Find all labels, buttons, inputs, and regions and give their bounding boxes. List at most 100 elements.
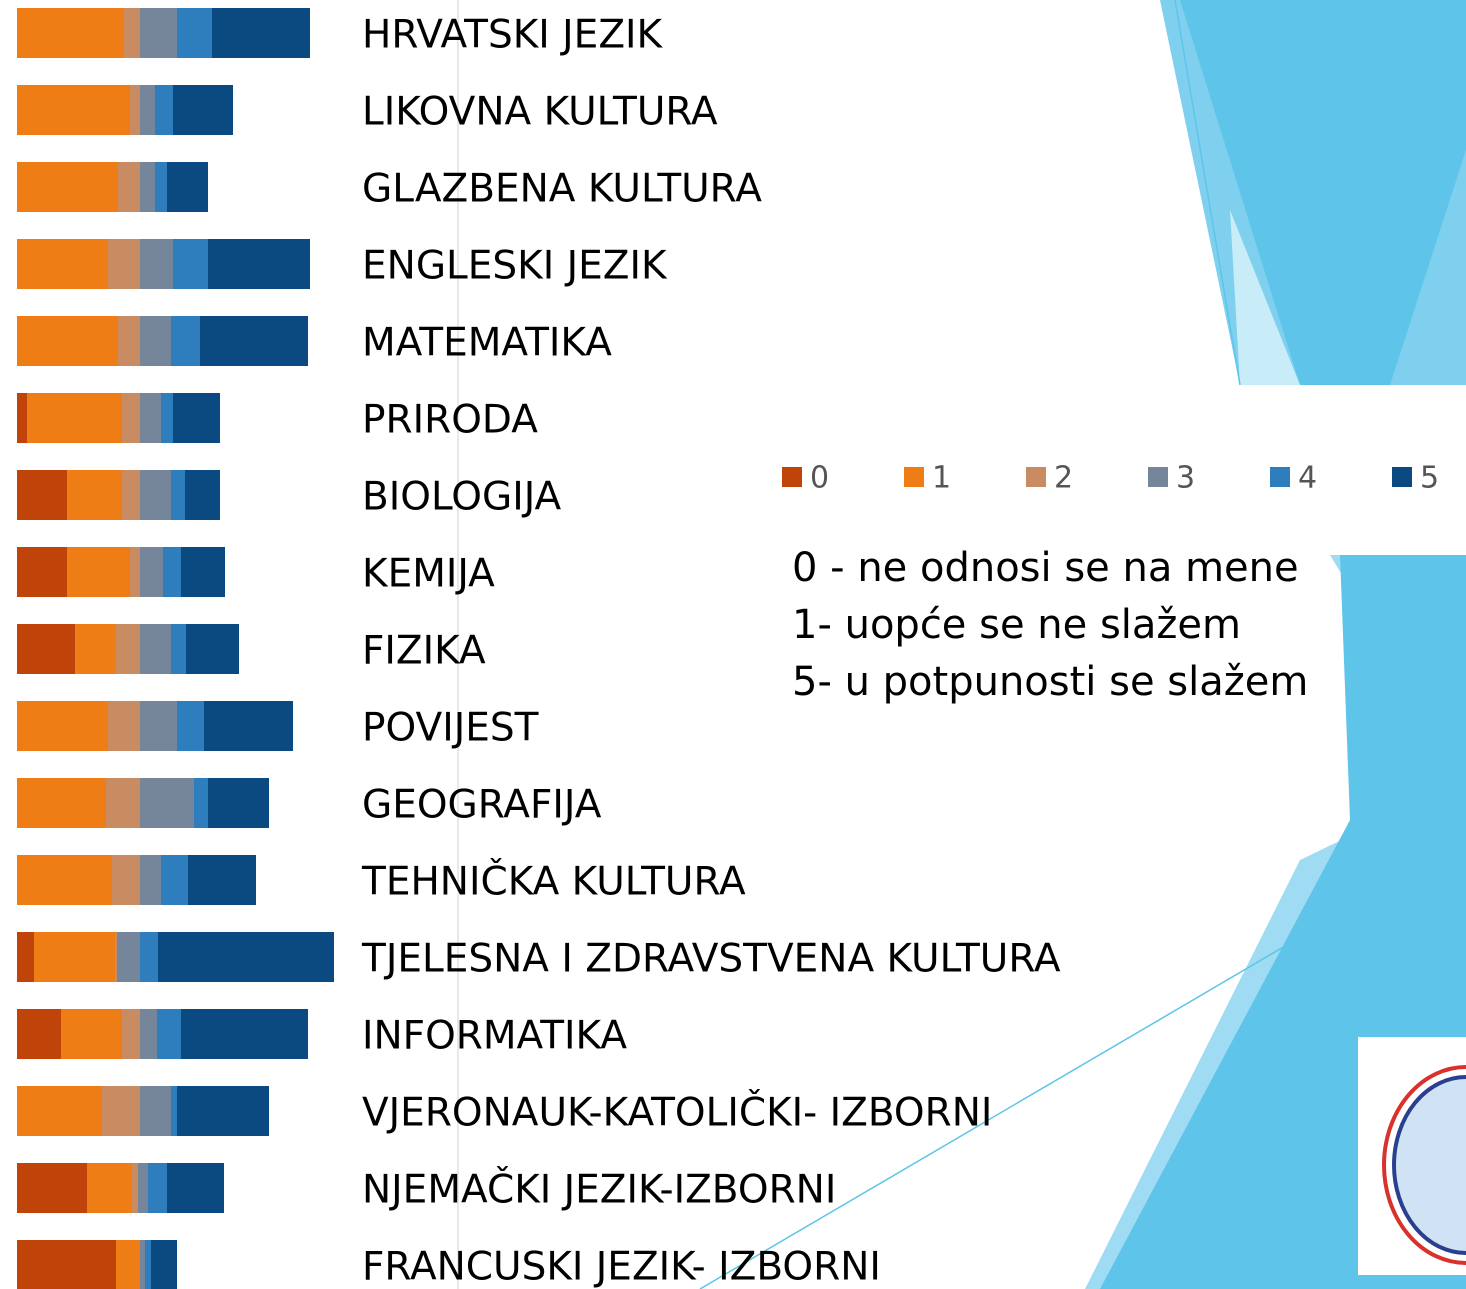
bar-segment bbox=[177, 8, 212, 58]
bar-segment bbox=[27, 393, 122, 443]
bar-segment bbox=[115, 932, 117, 982]
category-label: LIKOVNA KULTURA bbox=[362, 90, 718, 135]
note: 5- u potpunosti se slažem bbox=[792, 659, 1308, 705]
bar-segment bbox=[140, 624, 171, 674]
bar-segment bbox=[17, 778, 106, 828]
bar-segment bbox=[118, 162, 140, 212]
bar-segment bbox=[17, 85, 130, 135]
bar-segment bbox=[75, 624, 116, 674]
bar-segment bbox=[17, 1240, 116, 1289]
bar-segment bbox=[140, 239, 173, 289]
bar-segment bbox=[140, 1240, 145, 1289]
bar-segment bbox=[194, 778, 208, 828]
bar-segment bbox=[17, 932, 34, 982]
bar-segment bbox=[171, 1086, 177, 1136]
legend-label: 5 bbox=[1420, 461, 1439, 496]
note: 1- uopće se ne slažem bbox=[792, 602, 1241, 648]
bar-segment bbox=[140, 855, 161, 905]
slide: HRVATSKI JEZIKLIKOVNA KULTURAGLAZBENA KU… bbox=[0, 0, 1466, 1289]
bar-segment bbox=[118, 316, 140, 366]
bar-segment bbox=[17, 855, 112, 905]
legend-swatch bbox=[904, 467, 924, 487]
bar-segment bbox=[17, 701, 108, 751]
bar-segment bbox=[17, 1009, 61, 1059]
bar-segment bbox=[204, 701, 293, 751]
category-label: ENGLESKI JEZIK bbox=[362, 244, 668, 289]
bar-segment bbox=[151, 1240, 177, 1289]
bar-segment bbox=[132, 1163, 138, 1213]
legend-swatch bbox=[1026, 467, 1046, 487]
bar-segment bbox=[17, 316, 118, 366]
bar-segment bbox=[17, 393, 27, 443]
bar-segment bbox=[122, 393, 140, 443]
category-label: MATEMATIKA bbox=[362, 321, 612, 366]
bar-segment bbox=[17, 162, 118, 212]
bar-segment bbox=[212, 8, 310, 58]
bar-segment bbox=[177, 701, 204, 751]
bar-segment bbox=[161, 393, 173, 443]
bar-segment bbox=[208, 239, 310, 289]
bar-segment bbox=[140, 393, 161, 443]
bar-segment bbox=[67, 547, 130, 597]
bar-segment bbox=[155, 85, 173, 135]
bar-segment bbox=[140, 932, 158, 982]
bar-segment bbox=[140, 316, 171, 366]
bar-segment bbox=[17, 8, 124, 58]
bar-segment bbox=[181, 1009, 308, 1059]
bar-segment bbox=[188, 855, 256, 905]
bar-segment bbox=[102, 1086, 140, 1136]
bar-segment bbox=[167, 162, 208, 212]
bar-segment bbox=[87, 1163, 132, 1213]
legend-label: 4 bbox=[1298, 461, 1317, 496]
bar-segment bbox=[185, 470, 220, 520]
bar-segment bbox=[208, 778, 269, 828]
category-label: GLAZBENA KULTURA bbox=[362, 167, 762, 212]
bar-segment bbox=[148, 1163, 167, 1213]
bar-segment bbox=[140, 85, 155, 135]
bar-segment bbox=[116, 624, 140, 674]
bar-segment bbox=[140, 1009, 157, 1059]
legend-swatch bbox=[782, 467, 802, 487]
bar-segment bbox=[124, 8, 140, 58]
bar-segment bbox=[122, 470, 140, 520]
legend-swatch bbox=[1270, 467, 1290, 487]
category-label: KEMIJA bbox=[362, 552, 495, 597]
category-label: PRIRODA bbox=[362, 398, 538, 443]
bar-segment bbox=[171, 316, 200, 366]
bar-segment bbox=[138, 1163, 148, 1213]
bar-segment bbox=[130, 85, 140, 135]
bar-segment bbox=[155, 162, 167, 212]
bar-segment bbox=[140, 701, 177, 751]
bar-segment bbox=[17, 547, 67, 597]
bar-segment bbox=[140, 162, 155, 212]
category-label: FRANCUSKI JEZIK- IZBORNI bbox=[362, 1245, 881, 1289]
legend-label: 1 bbox=[932, 461, 951, 496]
bar-segment bbox=[173, 85, 233, 135]
category-label: NJEMAČKI JEZIK-IZBORNI bbox=[362, 1166, 836, 1213]
bar-segment bbox=[181, 547, 225, 597]
bar-segment bbox=[17, 239, 108, 289]
bar-segment bbox=[122, 1009, 140, 1059]
legend-label: 2 bbox=[1054, 461, 1073, 496]
bar-segment bbox=[171, 624, 186, 674]
legend-label: 0 bbox=[810, 461, 829, 496]
bar-segment bbox=[106, 778, 140, 828]
bar-segment bbox=[61, 1009, 122, 1059]
category-label: INFORMATIKA bbox=[362, 1014, 627, 1059]
bar-segment bbox=[157, 1009, 181, 1059]
category-label: POVIJEST bbox=[362, 706, 539, 751]
bar-segment bbox=[145, 1240, 151, 1289]
category-label: GEOGRAFIJA bbox=[362, 783, 602, 828]
bar-segment bbox=[173, 393, 220, 443]
bar-segment bbox=[130, 547, 140, 597]
legend-swatch bbox=[1148, 467, 1168, 487]
bar-segment bbox=[140, 8, 177, 58]
legend-swatch bbox=[1392, 467, 1412, 487]
legend-label: 3 bbox=[1176, 461, 1195, 496]
bar-segment bbox=[161, 855, 188, 905]
bar-segment bbox=[140, 1086, 171, 1136]
bar-segment bbox=[173, 239, 208, 289]
category-label: FIZIKA bbox=[362, 629, 486, 674]
bar-segment bbox=[108, 701, 140, 751]
category-label: VJERONAUK-KATOLIČKI- IZBORNI bbox=[362, 1089, 992, 1136]
